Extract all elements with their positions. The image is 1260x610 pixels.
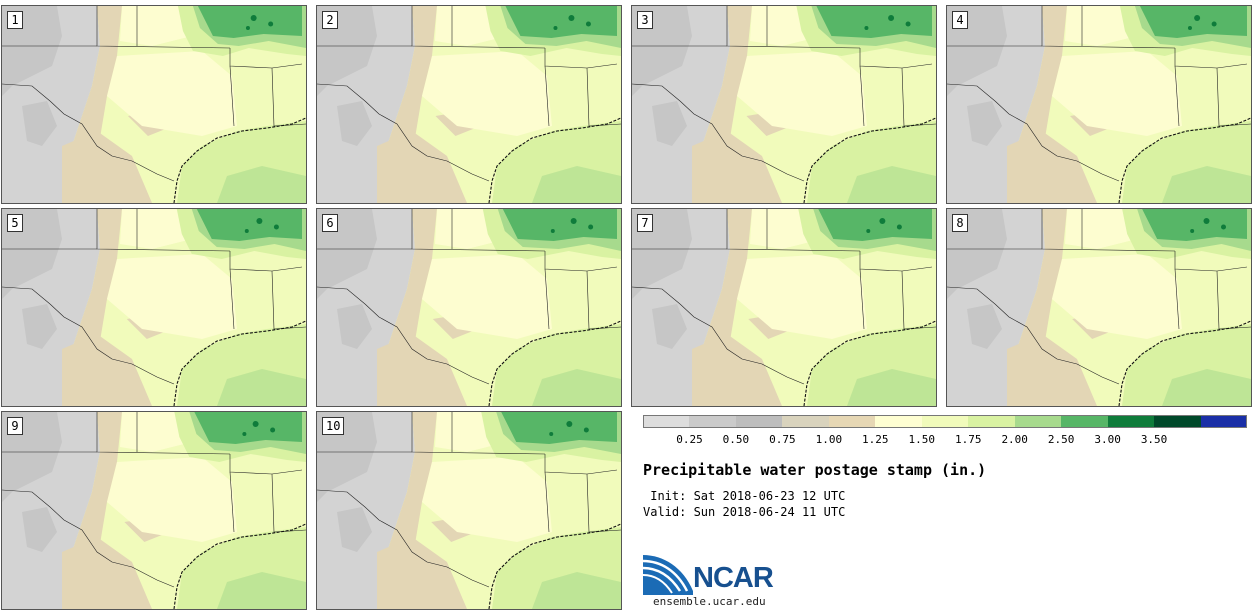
postage-stamp-map[interactable]: 3 xyxy=(631,5,937,204)
valid-time: Valid: Sun 2018-06-24 11 UTC xyxy=(643,505,846,519)
stamp-number: 9 xyxy=(7,417,23,435)
colorbar-tick-label: 1.50 xyxy=(908,433,936,446)
postage-stamp-map[interactable]: 4 xyxy=(946,5,1252,204)
postage-stamp-map[interactable]: 7 xyxy=(631,208,937,407)
stamp-number: 2 xyxy=(322,11,338,29)
colorbar-segment xyxy=(782,415,829,428)
colorbar-segment xyxy=(735,415,783,428)
postage-stamp-map[interactable]: 2 xyxy=(316,5,622,204)
colorbar-segment xyxy=(1200,415,1247,428)
colorbar-segment xyxy=(828,415,876,428)
colorbar-tick-label: 3.00 xyxy=(1094,433,1121,446)
logo-url[interactable]: ensemble.ucar.edu xyxy=(653,595,766,608)
colorbar-tick-label: 2.50 xyxy=(1047,433,1075,446)
colorbar-tick-label: 3.50 xyxy=(1140,433,1168,446)
stamp-number: 7 xyxy=(637,214,653,232)
postage-stamp-map[interactable]: 5 xyxy=(1,208,307,407)
colorbar-tick-label: 1.00 xyxy=(815,433,843,446)
plot-title: Precipitable water postage stamp (in.) xyxy=(643,461,987,479)
postage-stamp-map[interactable]: 8 xyxy=(946,208,1252,407)
ncar-swoosh-icon xyxy=(643,555,693,595)
colorbar-tick-label: 0.25 xyxy=(676,433,703,446)
stamp-number: 8 xyxy=(952,214,968,232)
postage-stamp-map[interactable]: 1 xyxy=(1,5,307,204)
colorbar-tick-label: 0.50 xyxy=(722,433,750,446)
colorbar-segment xyxy=(968,415,1015,428)
stamp-number: 10 xyxy=(322,417,345,435)
colorbar-segment xyxy=(875,415,922,428)
init-time: Init: Sat 2018-06-23 12 UTC xyxy=(643,489,846,503)
colorbar-tick-label: 1.25 xyxy=(862,433,889,446)
colorbar-tick-label: 0.75 xyxy=(769,433,796,446)
postage-stamp-map[interactable]: 9 xyxy=(1,411,307,610)
colorbar-segment xyxy=(1014,415,1062,428)
postage-stamp-map[interactable]: 10 xyxy=(316,411,622,610)
stamp-number: 3 xyxy=(637,11,653,29)
postage-stamp-map[interactable]: 6 xyxy=(316,208,622,407)
stamp-number: 5 xyxy=(7,214,23,232)
logo-wordmark: NCAR xyxy=(693,562,774,594)
colorbar-segment xyxy=(921,415,969,428)
colorbar-segment xyxy=(1061,415,1108,428)
colorbar-segment xyxy=(1154,415,1201,428)
stamp-number: 6 xyxy=(322,214,338,232)
colorbar-tick-label: 2.00 xyxy=(1001,433,1028,446)
colorbar-segment xyxy=(1107,415,1155,428)
colorbar-segment xyxy=(643,415,690,428)
ncar-logo[interactable]: NCAR ensemble.ucar.edu xyxy=(643,553,803,608)
colorbar-tick-label: 1.75 xyxy=(954,433,982,446)
stamp-number: 1 xyxy=(7,11,23,29)
colorbar-segment xyxy=(689,415,736,428)
stamp-number: 4 xyxy=(952,11,968,29)
